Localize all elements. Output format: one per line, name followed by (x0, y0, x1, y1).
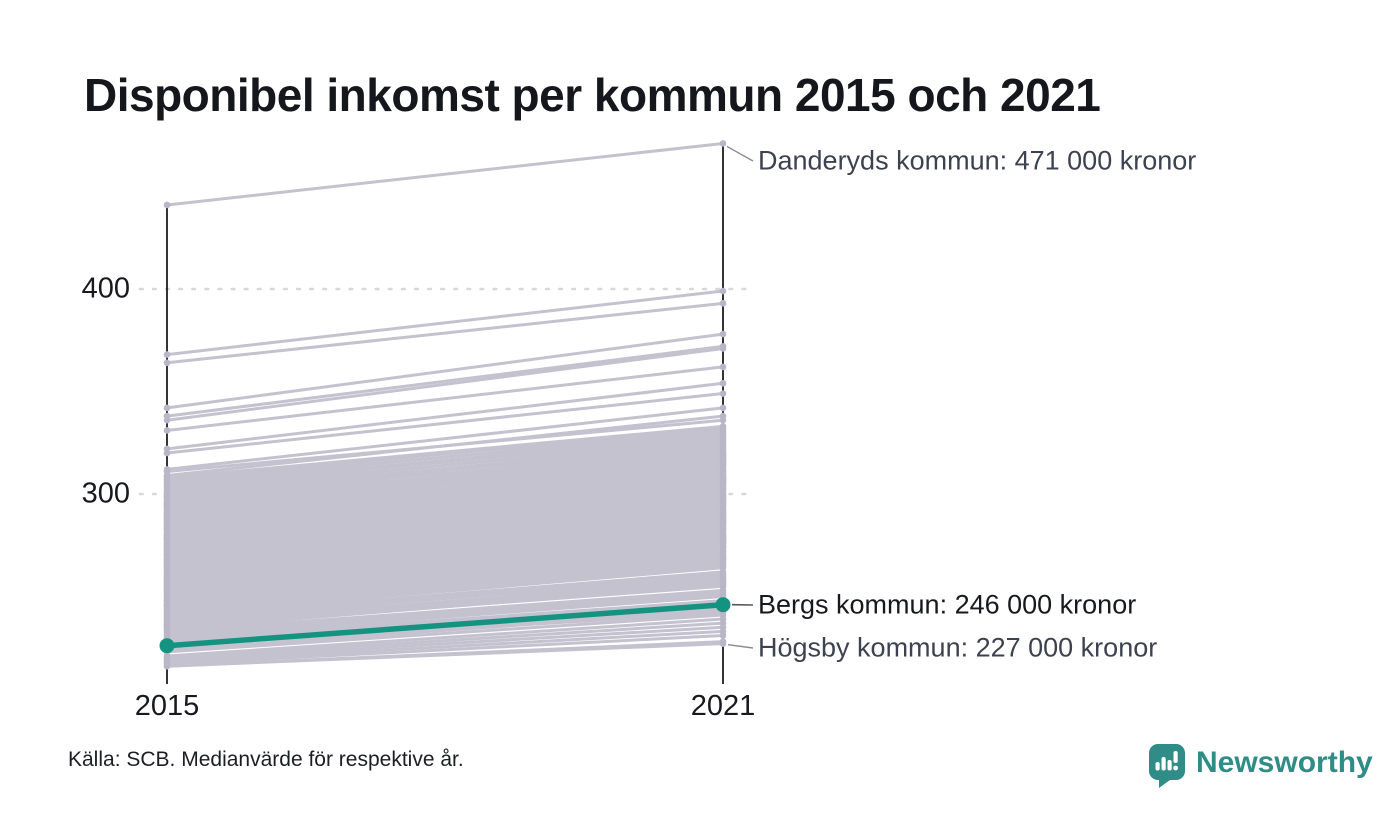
x-axis-label-2015: 2015 (134, 690, 200, 722)
y-axis-tick-300: 300 (81, 477, 130, 510)
newsworthy-logo: Newsworthy (1147, 742, 1373, 793)
chart-title: Disponibel inkomst per kommun 2015 och 2… (84, 69, 1101, 121)
source-note: Källa: SCB. Medianvärde för respektive å… (68, 748, 464, 771)
newsworthy-wordmark: Newsworthy (1196, 746, 1373, 779)
annotation-hogsby: Högsby kommun: 227 000 kronor (758, 632, 1158, 663)
y-axis-tick-400: 400 (81, 272, 130, 305)
newsworthy-bubble-chart-icon (1147, 742, 1187, 793)
annotation-bergs: Bergs kommun: 246 000 kronor (758, 589, 1137, 620)
annotation-danderyd: Danderyds kommun: 471 000 kronor (758, 145, 1197, 176)
x-axis-label-2021: 2021 (690, 690, 756, 722)
